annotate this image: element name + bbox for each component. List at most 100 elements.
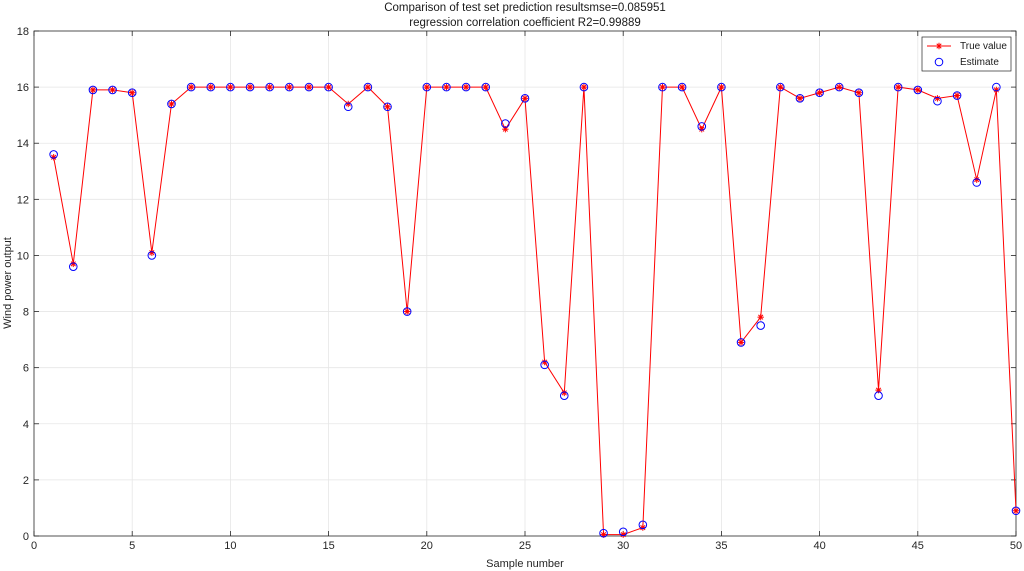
- legend-true-marker: [935, 42, 943, 50]
- y-tick-label: 6: [23, 363, 29, 375]
- legend: True value Estimate: [921, 36, 1012, 72]
- estimate-point: [147, 251, 157, 260]
- true-value-point: [266, 83, 273, 91]
- true-value-point: [109, 86, 116, 94]
- estimate-point: [776, 82, 785, 92]
- true-value-point: [443, 83, 450, 91]
- chart-title-line-1: Comparison of test set prediction result…: [384, 2, 666, 14]
- true-value-point: [816, 89, 823, 96]
- estimate-point: [599, 528, 608, 538]
- estimate-point: [481, 82, 491, 92]
- true-value-point: [914, 86, 921, 94]
- true-value-point: [187, 83, 195, 91]
- x-tick-label: 20: [421, 540, 433, 552]
- estimate-point: [933, 96, 942, 106]
- y-tick-label: 0: [23, 531, 29, 543]
- x-tick-label: 30: [617, 540, 629, 552]
- y-tick-label: 4: [23, 419, 29, 431]
- true-value-point: [305, 83, 313, 91]
- estimate-point: [854, 88, 864, 98]
- estimate-point: [402, 307, 412, 316]
- y-tick-label: 10: [17, 250, 29, 262]
- true-value-point: [168, 100, 175, 108]
- true-value-point: [836, 83, 843, 91]
- estimate-point: [167, 99, 176, 109]
- estimate-point: [1011, 506, 1021, 516]
- estimate-point: [265, 82, 274, 92]
- estimate-point: [579, 82, 589, 92]
- true-value-point: [1012, 507, 1020, 514]
- estimate-point: [559, 391, 569, 401]
- estimate-point: [756, 321, 765, 330]
- true-value-point: [227, 83, 234, 91]
- y-axis-label: Wind power output: [2, 237, 14, 329]
- x-tick-label: 25: [519, 540, 531, 552]
- y-tick-label: 8: [23, 307, 29, 319]
- x-tick-label: 50: [1010, 540, 1022, 552]
- true-value-point: [482, 83, 489, 91]
- estimate-point: [795, 94, 805, 103]
- true-value-point: [580, 83, 588, 91]
- estimate-point: [972, 178, 982, 187]
- true-value-point: [855, 89, 863, 96]
- estimate-point: [658, 82, 667, 92]
- true-value-point: [757, 313, 764, 321]
- estimate-point: [461, 82, 471, 92]
- estimate-point: [520, 94, 530, 103]
- x-tick-label: 15: [322, 540, 334, 552]
- estimate-point: [893, 82, 903, 92]
- y-tick-label: 18: [17, 26, 29, 38]
- estimate-point: [618, 527, 628, 537]
- legend-true-label: True value: [960, 41, 1007, 52]
- true-value-point: [286, 83, 293, 91]
- grid-layer: [34, 31, 1016, 536]
- estimate-point: [206, 82, 216, 92]
- estimate-point: [363, 82, 373, 92]
- estimate-point: [68, 262, 78, 271]
- true-value-point: [659, 83, 666, 91]
- estimate-point: [285, 82, 294, 92]
- estimate-point: [501, 119, 510, 128]
- true-value-point: [89, 86, 97, 94]
- x-tick-label: 10: [224, 540, 236, 552]
- y-tick-label: 16: [17, 82, 29, 94]
- estimate-point: [638, 520, 648, 530]
- tick-layer: 0 5 10 15 20 25 30 35 40 45 50 0 2 4 6 8 10 12 14 16 18: [17, 26, 1022, 552]
- x-tick-label: 0: [31, 540, 37, 552]
- true-value-point: [678, 83, 686, 91]
- x-axis-label: Sample number: [486, 558, 564, 570]
- estimate-point: [127, 88, 137, 98]
- true-value-point: [600, 531, 607, 538]
- estimate-point: [186, 82, 196, 92]
- legend-estimate-label: Estimate: [960, 57, 999, 68]
- x-tick-label: 45: [912, 540, 924, 552]
- x-tick-label: 35: [715, 540, 727, 552]
- true-value-point: [462, 83, 470, 91]
- y-tick-label: 12: [17, 194, 29, 206]
- estimate-point: [874, 391, 883, 401]
- estimate-point: [49, 150, 58, 159]
- true-value-point: [796, 95, 804, 102]
- true-value-point: [894, 83, 902, 91]
- y-tick-label: 2: [23, 475, 29, 487]
- estimate-point: [834, 82, 844, 92]
- estimate-point: [697, 122, 707, 131]
- chart-title-line-2: regression correlation coefficient R2=0.…: [409, 17, 641, 29]
- estimate-point: [992, 82, 1001, 92]
- estimate-point: [952, 91, 962, 100]
- estimate-point: [717, 82, 726, 92]
- series-layer: [49, 82, 1021, 538]
- estimate-point: [245, 82, 255, 92]
- estimate-point: [324, 82, 333, 92]
- y-tick-label: 14: [17, 138, 29, 150]
- x-tick-label: 40: [813, 540, 825, 552]
- estimate-point: [422, 82, 432, 92]
- true-value-point: [521, 95, 529, 102]
- true-value-point: [325, 83, 332, 91]
- estimate-point: [815, 88, 824, 98]
- legend-asterisk: [935, 42, 943, 50]
- estimate-point: [226, 82, 235, 92]
- estimate-point: [677, 82, 687, 92]
- estimate-point: [304, 82, 314, 92]
